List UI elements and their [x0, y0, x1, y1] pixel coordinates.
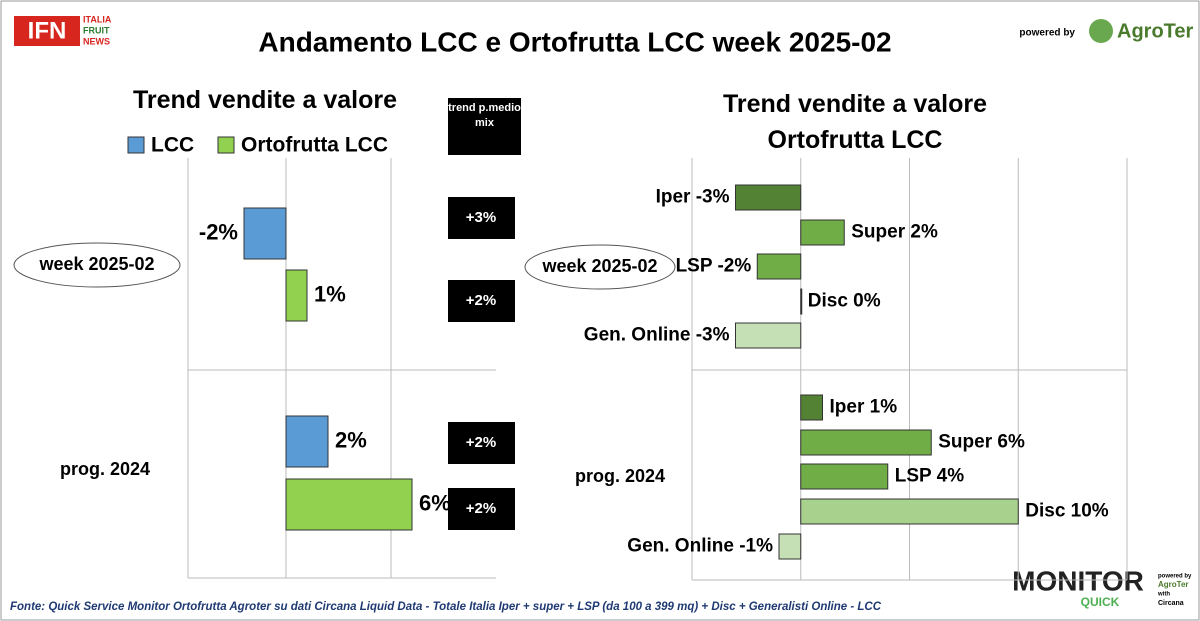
data-label: Gen. Online -1%: [627, 536, 773, 557]
data-label: Disc 10%: [1025, 501, 1109, 522]
trend-label: +2%: [466, 434, 496, 451]
chart-title: Trend vendite a valore Ortofrutta LCC: [723, 90, 987, 154]
bar: [285, 415, 329, 468]
logo-line: NEWS: [83, 36, 110, 46]
title: Andamento LCC e Ortofrutta LCC week 2025…: [258, 26, 891, 57]
data-label: Disc 0%: [808, 291, 881, 312]
category-ellipse: [524, 244, 676, 290]
bar: [285, 269, 308, 322]
category-label: prog. 2024: [60, 459, 150, 479]
logo-line: FRUIT: [83, 25, 110, 35]
data-label: Iper -3%: [656, 187, 730, 208]
trend-label: +3%: [466, 209, 496, 226]
logo-line: ITALIA: [83, 14, 112, 24]
trend-box: [448, 422, 515, 464]
logo-box: [14, 16, 80, 46]
bar: [800, 288, 803, 315]
category-label: week 2025-02: [38, 254, 154, 274]
data-label: 1%: [314, 281, 346, 306]
data-label: 6%: [419, 490, 451, 515]
monitor-circana: Circana: [1158, 600, 1184, 607]
monitor-quick: QUICK: [1081, 595, 1120, 609]
legend-swatch: [127, 136, 145, 154]
category-ellipse: [13, 242, 181, 288]
bar: [800, 429, 932, 456]
data-label: -2%: [199, 219, 238, 244]
bar: [735, 184, 802, 211]
brand: AgroTer: [1117, 20, 1194, 42]
bar: [778, 533, 802, 560]
trend-box: [448, 488, 515, 530]
powered-by: powered by: [1019, 28, 1075, 39]
chart-title: Trend vendite a valore: [133, 86, 397, 114]
trend-box: [448, 280, 515, 322]
category-label: week 2025-02: [541, 256, 657, 276]
bar: [800, 219, 845, 246]
bar: [243, 207, 287, 260]
monitor-brand: AgroTer: [1158, 580, 1189, 589]
source: Fonte: Quick Service Monitor Ortofrutta …: [10, 601, 882, 613]
trend-title: trend p.medio mix: [448, 98, 521, 155]
bar: [285, 478, 413, 531]
data-label: LSP -2%: [676, 256, 752, 277]
bar: [800, 498, 1019, 525]
trend-box: [448, 197, 515, 239]
bar: [800, 463, 889, 490]
bar: [735, 322, 802, 349]
data-label: Super 6%: [938, 432, 1025, 453]
category-label: prog. 2024: [575, 466, 665, 486]
bar: [756, 253, 802, 280]
legend-label: LCC: [151, 134, 194, 157]
legend-swatch: [217, 136, 235, 154]
monitor-with: with: [1157, 592, 1170, 598]
logo: IFN: [28, 17, 67, 44]
trend-label: +2%: [466, 292, 496, 309]
data-label: Iper 1%: [830, 397, 898, 418]
data-label: Gen. Online -3%: [584, 325, 730, 346]
data-label: Super 2%: [851, 222, 938, 243]
monitor-logo: MONITOR: [1012, 565, 1144, 596]
data-label: LSP 4%: [895, 466, 964, 487]
brand-icon: [1089, 19, 1113, 43]
legend-label: Ortofrutta LCC: [241, 134, 388, 157]
data-label: 2%: [335, 427, 367, 452]
bar: [800, 394, 823, 421]
monitor-powered: powered by: [1158, 574, 1192, 580]
trend-label: +2%: [466, 500, 496, 517]
